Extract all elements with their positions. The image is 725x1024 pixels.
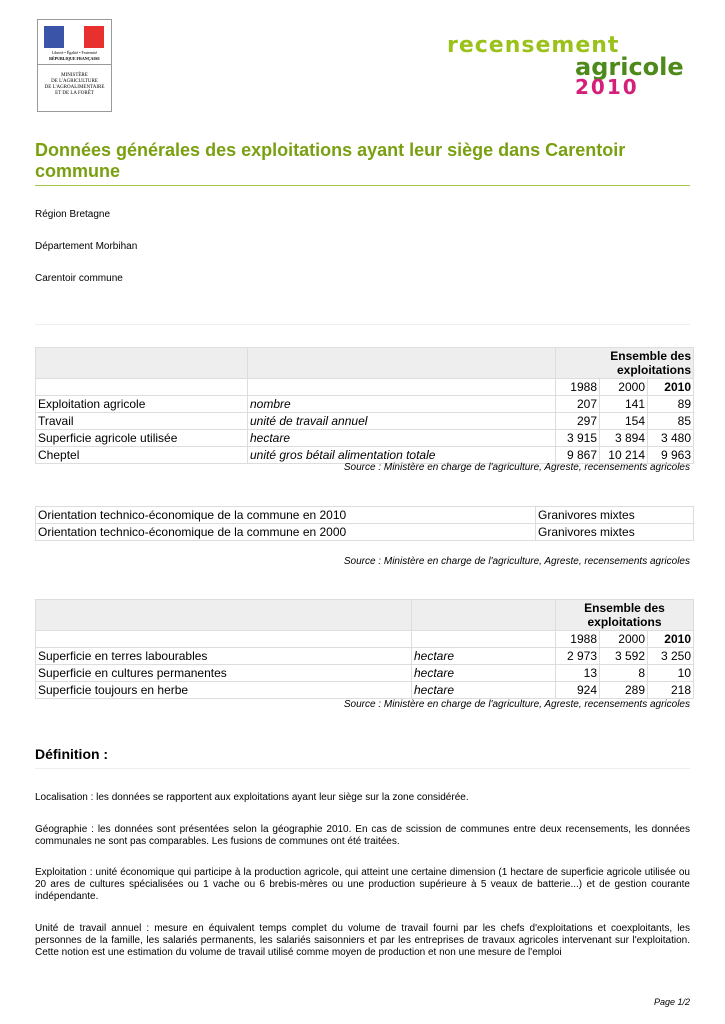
orientation-table: Orientation technico-économique de la co… — [35, 506, 694, 541]
divider — [35, 768, 690, 769]
definition-paragraph: Unité de travail annuel : mesure en équi… — [35, 923, 690, 958]
page-number: Page 1/2 — [653, 997, 690, 1007]
table-row: Superficie toujours en herbe hectare 924 28… — [35, 681, 694, 699]
departement: Département Morbihan — [35, 241, 138, 252]
table-row: Cheptel unité gros bétail alimentation to… — [35, 446, 694, 464]
table-row: Superficie en cultures permanentes hectar… — [35, 664, 694, 682]
table-row: Superficie agricole utilisée hectare 3 915… — [35, 429, 694, 447]
general-data-table: Ensemble des exploitations 1988 2000 2010 … — [35, 347, 694, 464]
french-flag-icon — [44, 26, 104, 48]
table-row: Orientation technico-économique de la co… — [35, 506, 694, 524]
table-row: Exploitation agricole nombre 207 141 89 — [35, 395, 694, 413]
recensement-agricole-logo: recensement agricole 2010 — [447, 33, 684, 99]
ministry-logo: Liberté • Égalité • Fraternité RÉPUBLIQU… — [37, 19, 112, 112]
source-note: Source : Ministère en charge de l'agricu… — [343, 699, 690, 710]
region: Région Bretagne — [35, 209, 111, 220]
definition-paragraph: Localisation : les données se rapportent… — [35, 792, 469, 803]
table-row: Orientation technico-économique de la co… — [35, 523, 694, 541]
logo-motto: Liberté • Égalité • Fraternité — [51, 50, 98, 55]
logo-ministry: MINISTÈRE DE L'AGRICULTURE DE L'AGROALIMEN… — [44, 73, 105, 96]
definition-paragraph: Géographie : les données sont présentées… — [35, 824, 690, 847]
table-row: Travail unité de travail annuel 297 154 85 — [35, 412, 694, 430]
title-divider — [35, 185, 690, 186]
logo-republic: RÉPUBLIQUE FRANÇAISE — [49, 56, 100, 61]
definition-paragraph: Exploitation : unité économique qui part… — [35, 867, 690, 902]
table-row: Superficie en terres labourables hectare 2… — [35, 647, 694, 665]
source-note: Source : Ministère en charge de l'agricu… — [343, 462, 690, 473]
definition-heading: Définition : — [35, 746, 109, 762]
source-note: Source : Ministère en charge de l'agricu… — [343, 556, 690, 567]
land-use-table: Ensemble des exploitations 1988 2000 2010 … — [35, 599, 694, 699]
commune: Carentoir commune — [35, 273, 123, 284]
page-title: Données générales des exploitations ayan… — [35, 140, 626, 181]
divider — [35, 324, 690, 325]
